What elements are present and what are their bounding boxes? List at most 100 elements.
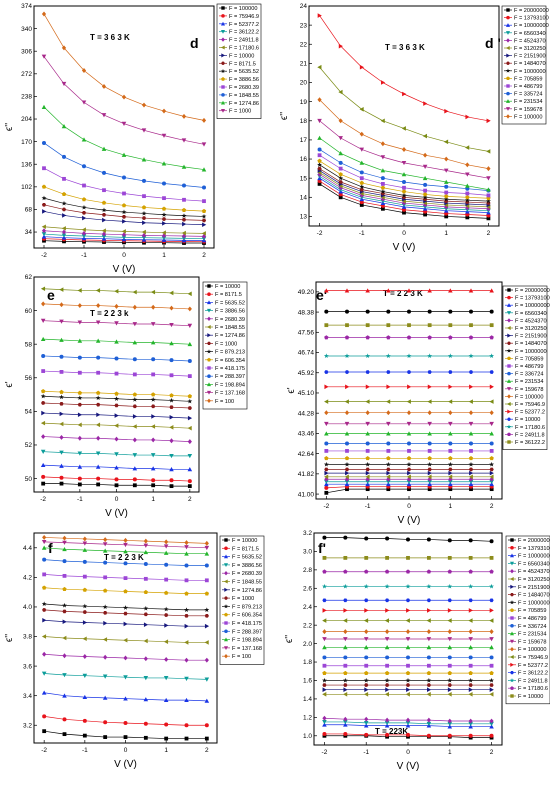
data-point xyxy=(164,623,169,628)
data-point xyxy=(468,655,473,660)
series-10 xyxy=(42,166,206,204)
data-point xyxy=(444,184,449,189)
legend-marker xyxy=(510,568,514,574)
legend-marker xyxy=(221,77,225,81)
legend: F = 100000 F = 75946.9 F = 52377.2 F = 3612… xyxy=(216,3,262,119)
data-point xyxy=(96,370,101,375)
data-point xyxy=(204,698,210,703)
data-point xyxy=(407,384,412,390)
x-tick-label: 2 xyxy=(202,252,206,259)
legend-marker xyxy=(224,546,228,551)
data-point xyxy=(103,620,108,626)
data-point xyxy=(359,203,364,207)
legend-entry: F = 24911.8 xyxy=(229,38,259,44)
data-point xyxy=(114,477,119,482)
data-point xyxy=(123,735,128,739)
data-point xyxy=(489,645,494,650)
data-point xyxy=(41,54,47,59)
data-point xyxy=(324,467,329,472)
x-tick-label: -1 xyxy=(81,252,87,259)
data-point xyxy=(468,335,474,340)
legend-entry: F = 10000 xyxy=(518,694,543,700)
series-line xyxy=(43,106,205,170)
data-point xyxy=(164,539,169,545)
y-tick-label: 41.82 xyxy=(298,471,315,478)
data-point xyxy=(204,591,210,596)
data-point xyxy=(121,232,127,238)
data-point xyxy=(380,206,385,211)
data-point xyxy=(201,213,207,219)
legend-marker xyxy=(506,15,510,20)
legend-marker xyxy=(506,424,512,429)
data-point xyxy=(82,603,88,609)
data-point xyxy=(386,476,391,482)
data-point xyxy=(161,161,167,166)
data-point xyxy=(406,474,411,480)
data-point xyxy=(447,687,453,692)
data-point xyxy=(363,720,369,726)
legend-entry: F = 1274.86 xyxy=(229,101,259,107)
legend-entry: F = 24911.8 xyxy=(515,432,545,438)
legend-entry: F = 17180.6 xyxy=(229,46,259,52)
data-point xyxy=(422,175,428,181)
data-point xyxy=(343,692,348,697)
series-11 xyxy=(324,441,494,446)
data-point xyxy=(380,168,386,173)
data-point xyxy=(143,656,148,662)
data-point xyxy=(426,687,432,692)
data-point xyxy=(317,97,322,103)
y-tick-label: 23 xyxy=(300,22,308,29)
data-point xyxy=(143,576,148,581)
legend-entry: F = 10000000 xyxy=(515,303,550,309)
legend-entry: F = 75946.9 xyxy=(515,402,545,408)
series-14 xyxy=(317,97,491,172)
data-point xyxy=(426,637,432,642)
data-point xyxy=(364,629,369,635)
data-point xyxy=(406,421,412,427)
data-point xyxy=(359,160,365,165)
data-point xyxy=(324,470,329,476)
data-point xyxy=(469,470,474,476)
data-point xyxy=(427,476,432,482)
data-point xyxy=(407,470,412,476)
data-point xyxy=(365,353,371,359)
data-point xyxy=(468,663,473,668)
data-point xyxy=(96,355,101,360)
y-tick-label: 3.4 xyxy=(23,693,32,700)
data-point xyxy=(468,479,474,485)
data-point xyxy=(426,721,432,727)
data-point xyxy=(169,341,174,346)
data-point xyxy=(77,476,82,481)
y-tick-label: 60 xyxy=(25,308,33,315)
data-point xyxy=(187,467,193,472)
legend-entry: F = 10000000 xyxy=(514,23,549,29)
legend-entry: F = 36122.2 xyxy=(515,440,545,446)
data-point xyxy=(406,479,412,485)
data-point xyxy=(465,195,470,200)
data-point xyxy=(322,663,327,668)
data-point xyxy=(42,166,46,171)
data-point xyxy=(444,214,449,219)
data-point xyxy=(202,185,206,190)
legend-marker xyxy=(206,390,212,395)
data-point xyxy=(61,229,67,235)
data-point xyxy=(114,303,119,309)
legend-marker xyxy=(507,417,511,421)
data-point xyxy=(344,288,350,293)
data-point xyxy=(406,663,410,668)
data-point xyxy=(427,487,432,492)
data-point xyxy=(489,687,494,692)
data-point xyxy=(447,583,453,589)
legend-marker xyxy=(506,84,510,88)
series-18 xyxy=(322,583,494,589)
x-tick-label: 2 xyxy=(490,749,494,756)
data-point xyxy=(82,559,87,564)
legend-entry: F = 24911.8 xyxy=(518,678,548,684)
series-line xyxy=(43,56,205,145)
legend-entry: F = 4524370 xyxy=(515,318,547,324)
series-line xyxy=(319,15,489,122)
data-point xyxy=(187,406,192,410)
data-point xyxy=(62,717,67,722)
data-point xyxy=(384,637,390,642)
data-point xyxy=(365,309,370,314)
